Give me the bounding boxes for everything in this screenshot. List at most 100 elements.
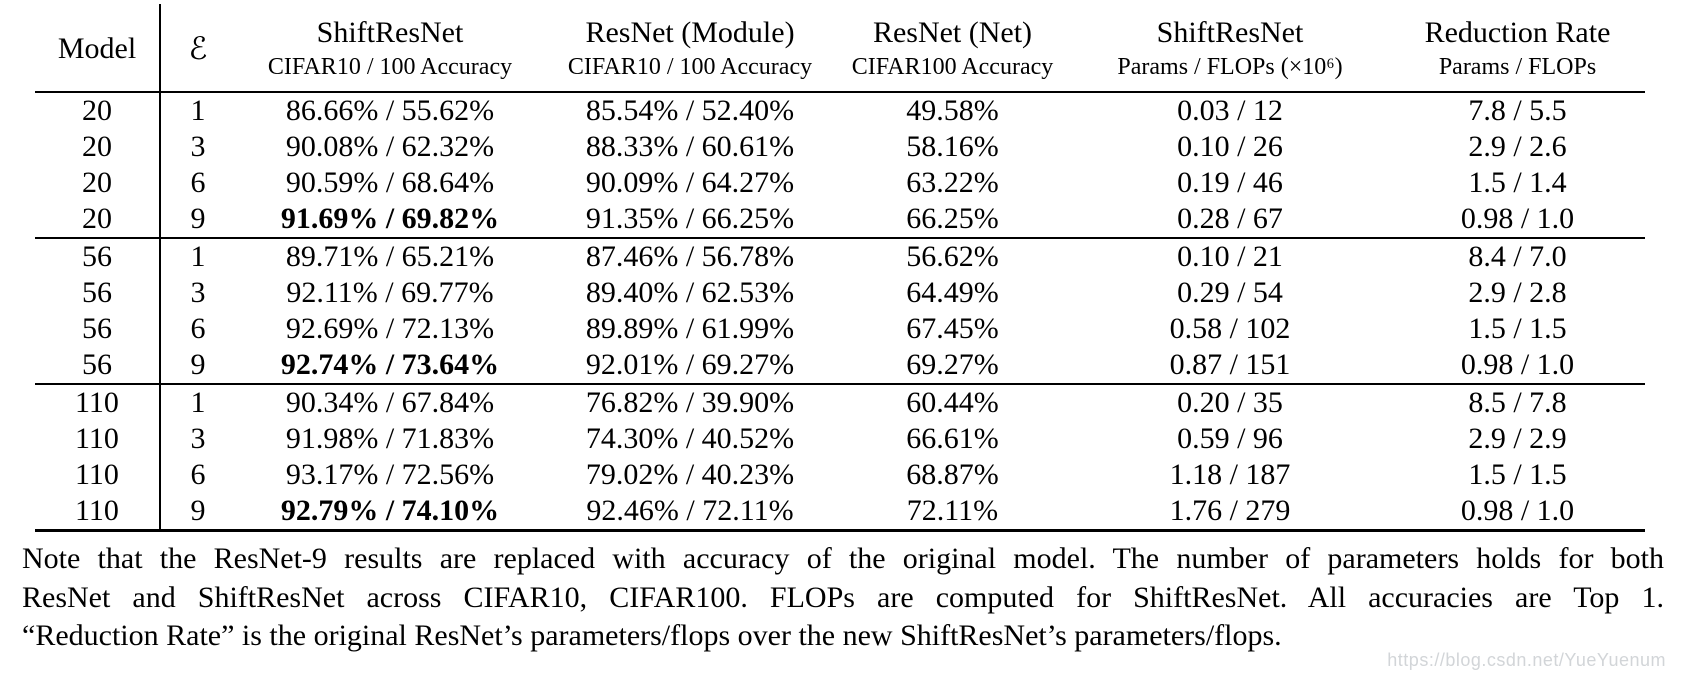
cell-params-flops: 0.10 / 21 [1177, 240, 1283, 273]
cell-reduction-rate: 8.4 / 7.0 [1468, 240, 1567, 273]
cell-model: 56 [35, 347, 161, 385]
cell-params-flops: 1.76 / 279 [1070, 493, 1390, 532]
cell-shiftresnet-accuracy: 93.17% / 72.56% [285, 458, 495, 491]
table-row: 110 6 93.17% / 72.56% 79.02% / 40.23% 68… [35, 457, 1645, 493]
cell-reduction-rate: 1.5 / 1.5 [1468, 312, 1567, 345]
cell-model: 110 [35, 493, 161, 532]
cell-resnet-net-accuracy: 67.45% [906, 312, 999, 345]
cell-model: 110 [35, 421, 161, 457]
table-row: 56 3 92.11% / 69.77% 89.40% / 62.53% 64.… [35, 275, 1645, 311]
cell-resnet-module-accuracy: 92.01% / 69.27% [545, 347, 835, 385]
cell-reduction-rate: 1.5 / 1.5 [1468, 458, 1567, 491]
cell-shiftresnet-accuracy: 90.08% / 62.32% [285, 130, 495, 163]
cell-shiftresnet-accuracy: 90.59% / 68.64% [285, 166, 495, 199]
table-caption: Note that the ResNet-9 results are repla… [22, 540, 1664, 656]
cell-expansion: 6 [190, 312, 206, 345]
cell-model: 110 [35, 384, 161, 421]
cell-reduction-rate: 2.9 / 2.6 [1468, 130, 1567, 163]
cell-params-flops: 0.87 / 151 [1070, 347, 1390, 385]
cell-resnet-module-accuracy: 74.30% / 40.52% [585, 422, 795, 455]
cell-reduction-rate: 0.98 / 1.0 [1390, 493, 1645, 532]
table-row: 20 3 90.08% / 62.32% 88.33% / 60.61% 58.… [35, 129, 1645, 165]
cell-model: 20 [35, 201, 161, 239]
header-row: Model ℰ ShiftResNet CIFAR10 / 100 Accurac… [35, 4, 1645, 93]
cell-resnet-module-accuracy: 91.35% / 66.25% [545, 201, 835, 239]
table-row: 56 1 89.71% / 65.21% 87.46% / 56.78% 56.… [35, 238, 1645, 275]
cell-shiftresnet-accuracy: 91.69% / 69.82% [235, 201, 545, 239]
cell-resnet-net-accuracy: 64.49% [906, 276, 999, 309]
table-row: 110 3 91.98% / 71.83% 74.30% / 40.52% 66… [35, 421, 1645, 457]
header-model-label: Model [57, 31, 137, 65]
results-table-grid: Model ℰ ShiftResNet CIFAR10 / 100 Accurac… [35, 4, 1645, 532]
cell-params-flops: 0.03 / 12 [1177, 94, 1283, 127]
cell-reduction-rate: 7.8 / 5.5 [1468, 94, 1567, 127]
table-row: 20 6 90.59% / 68.64% 90.09% / 64.27% 63.… [35, 165, 1645, 201]
cell-expansion: 9 [160, 201, 235, 239]
cell-resnet-net-accuracy: 63.22% [906, 166, 999, 199]
caption-line-3: “Reduction Rate” is the original ResNet’… [22, 619, 1282, 652]
header-shiftresnet-accuracy: ShiftResNet CIFAR10 / 100 Accuracy [235, 4, 545, 93]
cell-model: 56 [35, 238, 161, 275]
cell-model: 110 [35, 457, 161, 493]
cell-expansion: 9 [160, 493, 235, 532]
caption-line-1: Note that the ResNet-9 results are repla… [22, 542, 1664, 575]
results-table: Model ℰ ShiftResNet CIFAR10 / 100 Accurac… [35, 4, 1645, 532]
cell-shiftresnet-accuracy: 92.74% / 73.64% [235, 347, 545, 385]
caption-line-2: ResNet and ShiftResNet across CIFAR10, C… [22, 580, 1664, 614]
table-row: 20 9 91.69% / 69.82% 91.35% / 66.25% 66.… [35, 201, 1645, 239]
cell-resnet-module-accuracy: 90.09% / 64.27% [585, 166, 795, 199]
cell-expansion: 6 [190, 458, 206, 491]
cell-expansion: 6 [190, 166, 206, 199]
cell-shiftresnet-accuracy: 90.34% / 67.84% [285, 386, 495, 419]
cell-shiftresnet-accuracy: 92.69% / 72.13% [285, 312, 495, 345]
watermark-url: https://blog.csdn.net/YueYuenum [1387, 650, 1666, 670]
cell-resnet-net-accuracy: 69.27% [835, 347, 1070, 385]
cell-params-flops: 0.29 / 54 [1177, 276, 1283, 309]
cell-expansion: 1 [190, 94, 206, 127]
cell-expansion: 3 [190, 276, 206, 309]
table-row: 56 9 92.74% / 73.64% 92.01% / 69.27% 69.… [35, 347, 1645, 385]
header-model: Model [35, 4, 161, 93]
cell-expansion: 3 [190, 422, 206, 455]
cell-resnet-module-accuracy: 89.40% / 62.53% [585, 276, 795, 309]
cell-reduction-rate: 0.98 / 1.0 [1390, 347, 1645, 385]
cell-resnet-module-accuracy: 92.46% / 72.11% [545, 493, 835, 532]
cell-reduction-rate: 2.9 / 2.8 [1468, 276, 1567, 309]
cell-resnet-net-accuracy: 49.58% [906, 94, 999, 127]
cell-params-flops: 0.20 / 35 [1177, 386, 1283, 419]
cell-resnet-module-accuracy: 79.02% / 40.23% [585, 458, 795, 491]
cell-expansion: 1 [190, 386, 206, 419]
cell-resnet-module-accuracy: 88.33% / 60.61% [585, 130, 795, 163]
header-resnet-module-accuracy: ResNet (Module) CIFAR10 / 100 Accuracy [545, 4, 835, 93]
cell-shiftresnet-accuracy: 92.79% / 74.10% [235, 493, 545, 532]
cell-resnet-net-accuracy: 66.25% [835, 201, 1070, 239]
cell-shiftresnet-accuracy: 92.11% / 69.77% [286, 276, 494, 309]
cell-shiftresnet-accuracy: 86.66% / 55.62% [285, 94, 495, 127]
header-reduction-rate: Reduction Rate Params / FLOPs [1390, 4, 1645, 93]
cell-reduction-rate: 1.5 / 1.4 [1468, 166, 1567, 199]
cell-resnet-net-accuracy: 68.87% [906, 458, 999, 491]
cell-resnet-module-accuracy: 85.54% / 52.40% [585, 94, 795, 127]
cell-params-flops: 0.19 / 46 [1177, 166, 1283, 199]
cell-params-flops: 0.10 / 26 [1177, 130, 1283, 163]
table-row: 110 9 92.79% / 74.10% 92.46% / 72.11% 72… [35, 493, 1645, 532]
header-expansion: ℰ [160, 4, 235, 93]
header-resnet-net-accuracy: ResNet (Net) CIFAR100 Accuracy [835, 4, 1070, 93]
cell-resnet-net-accuracy: 58.16% [906, 130, 999, 163]
cell-resnet-net-accuracy: 66.61% [906, 422, 999, 455]
cell-reduction-rate: 0.98 / 1.0 [1390, 201, 1645, 239]
cell-model: 20 [35, 92, 161, 129]
cell-model: 20 [35, 165, 161, 201]
table-row: 56 6 92.69% / 72.13% 89.89% / 61.99% 67.… [35, 311, 1645, 347]
cell-model: 56 [35, 275, 161, 311]
cell-reduction-rate: 2.9 / 2.9 [1468, 422, 1567, 455]
cell-shiftresnet-accuracy: 91.98% / 71.83% [285, 422, 495, 455]
cell-params-flops: 1.18 / 187 [1169, 458, 1291, 491]
table-row: 110 1 90.34% / 67.84% 76.82% / 39.90% 60… [35, 384, 1645, 421]
cell-resnet-module-accuracy: 76.82% / 39.90% [585, 386, 795, 419]
header-shiftresnet-params-flops: ShiftResNet Params / FLOPs (×10⁶) [1070, 4, 1390, 93]
table-row: 20 1 86.66% / 55.62% 85.54% / 52.40% 49.… [35, 92, 1645, 129]
cell-resnet-net-accuracy: 72.11% [835, 493, 1070, 532]
cell-reduction-rate: 8.5 / 7.8 [1468, 386, 1567, 419]
